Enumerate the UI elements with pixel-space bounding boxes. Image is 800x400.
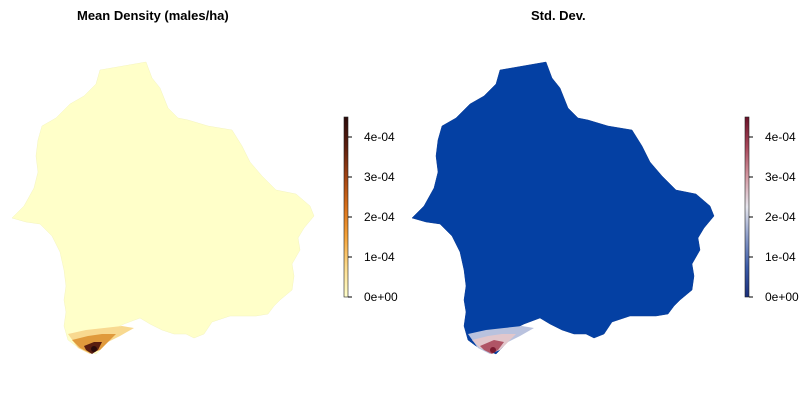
mean-density-tick-label: 2e-04 (364, 210, 395, 224)
std-dev-hotspot-inner (480, 340, 504, 354)
std-dev-tick-label: 1e-04 (765, 250, 796, 264)
mean-density-tick-label: 0e+00 (364, 290, 398, 304)
std-dev-region (411, 61, 715, 355)
mean-density-tick-label: 1e-04 (364, 250, 395, 264)
std-dev-tick-label: 4e-04 (765, 130, 796, 144)
density-hotspot-core (91, 346, 97, 352)
std-dev-colorbar (744, 116, 753, 298)
mean-density-map (11, 61, 315, 355)
mean-density-region (11, 61, 315, 355)
mean-density-colorbar (343, 116, 352, 298)
std-dev-tick-label: 2e-04 (765, 210, 796, 224)
mean-density-tick-label: 3e-04 (364, 170, 395, 184)
panel-title-std-dev: Std. Dev. (531, 8, 586, 23)
std-dev-map (411, 61, 715, 355)
std-dev-tick-label: 3e-04 (765, 170, 796, 184)
panel-title-mean-density: Mean Density (males/ha) (77, 8, 229, 23)
std-dev-hotspot-core (490, 347, 496, 353)
mean-density-tick-label: 4e-04 (364, 130, 395, 144)
std-dev-tick-label: 0e+00 (765, 290, 799, 304)
